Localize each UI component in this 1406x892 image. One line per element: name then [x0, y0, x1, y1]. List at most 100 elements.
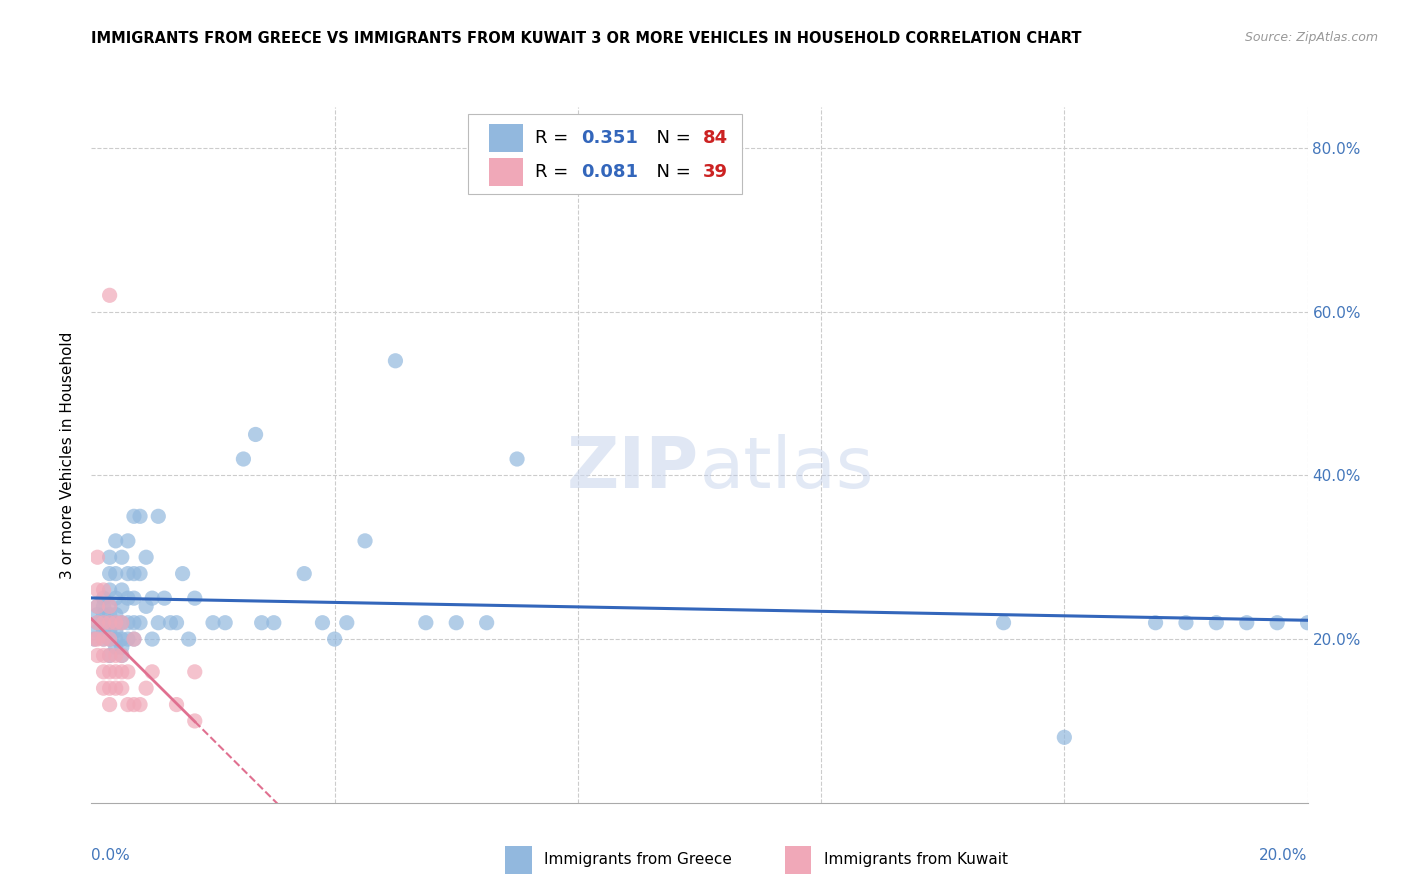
Point	[1265, 615, 1288, 630]
Point	[135, 599, 157, 614]
Point	[444, 615, 467, 630]
Point	[129, 615, 152, 630]
Text: atlas: atlas	[699, 434, 875, 503]
Point	[93, 607, 115, 622]
Point	[98, 648, 121, 663]
Point	[93, 632, 115, 646]
Point	[184, 591, 207, 606]
Point	[148, 509, 170, 524]
FancyBboxPatch shape	[489, 124, 523, 153]
Point	[83, 632, 105, 646]
FancyBboxPatch shape	[505, 846, 531, 874]
Point	[250, 615, 273, 630]
Point	[506, 452, 529, 467]
Text: R =: R =	[536, 129, 574, 147]
Point	[117, 615, 139, 630]
Point	[117, 632, 139, 646]
Point	[1236, 615, 1258, 630]
Text: Source: ZipAtlas.com: Source: ZipAtlas.com	[1244, 31, 1378, 45]
Point	[214, 615, 236, 630]
Point	[311, 615, 333, 630]
Point	[98, 648, 121, 663]
Point	[86, 632, 108, 646]
Point	[135, 550, 157, 565]
Point	[323, 632, 346, 646]
Point	[117, 566, 139, 581]
Text: N =: N =	[645, 129, 696, 147]
Point	[111, 681, 134, 696]
Point	[98, 665, 121, 679]
Point	[202, 615, 225, 630]
Point	[117, 698, 139, 712]
Text: 39: 39	[703, 162, 728, 181]
Point	[98, 566, 121, 581]
Point	[111, 640, 134, 655]
Point	[104, 665, 127, 679]
Point	[104, 591, 127, 606]
Point	[104, 632, 127, 646]
Point	[141, 632, 163, 646]
Point	[129, 509, 152, 524]
Text: N =: N =	[645, 162, 696, 181]
Text: 20.0%: 20.0%	[1260, 848, 1308, 863]
Point	[475, 615, 498, 630]
Text: 84: 84	[703, 129, 728, 147]
Point	[122, 615, 145, 630]
Point	[177, 632, 200, 646]
Point	[98, 632, 121, 646]
Point	[111, 582, 134, 597]
Point	[104, 681, 127, 696]
Point	[98, 582, 121, 597]
Point	[336, 615, 359, 630]
Point	[232, 452, 254, 467]
Point	[111, 550, 134, 565]
Point	[111, 599, 134, 614]
Point	[98, 681, 121, 696]
Point	[129, 698, 152, 712]
FancyBboxPatch shape	[489, 158, 523, 186]
Point	[111, 632, 134, 646]
Point	[1205, 615, 1227, 630]
Point	[122, 632, 145, 646]
Point	[263, 615, 285, 630]
Point	[184, 714, 207, 728]
Point	[117, 665, 139, 679]
Point	[98, 599, 121, 614]
Point	[98, 624, 121, 638]
Point	[111, 648, 134, 663]
Point	[117, 533, 139, 548]
Text: 0.351: 0.351	[582, 129, 638, 147]
Point	[166, 615, 188, 630]
Point	[104, 648, 127, 663]
Point	[1174, 615, 1197, 630]
Point	[122, 509, 145, 524]
Point	[122, 591, 145, 606]
Point	[98, 632, 121, 646]
Point	[86, 599, 108, 614]
Point	[98, 698, 121, 712]
Point	[98, 615, 121, 630]
Point	[98, 599, 121, 614]
Text: Immigrants from Greece: Immigrants from Greece	[544, 853, 731, 867]
Point	[93, 665, 115, 679]
Point	[93, 615, 115, 630]
Point	[86, 615, 108, 630]
Point	[141, 591, 163, 606]
Point	[1144, 615, 1167, 630]
Point	[104, 566, 127, 581]
Point	[111, 615, 134, 630]
Point	[166, 698, 188, 712]
Point	[993, 615, 1015, 630]
Point	[292, 566, 315, 581]
Point	[354, 533, 377, 548]
Point	[93, 599, 115, 614]
Point	[86, 550, 108, 565]
Point	[93, 591, 115, 606]
Point	[98, 550, 121, 565]
Point	[122, 632, 145, 646]
Point	[111, 615, 134, 630]
Point	[93, 648, 115, 663]
Point	[415, 615, 437, 630]
Point	[104, 533, 127, 548]
Point	[86, 648, 108, 663]
